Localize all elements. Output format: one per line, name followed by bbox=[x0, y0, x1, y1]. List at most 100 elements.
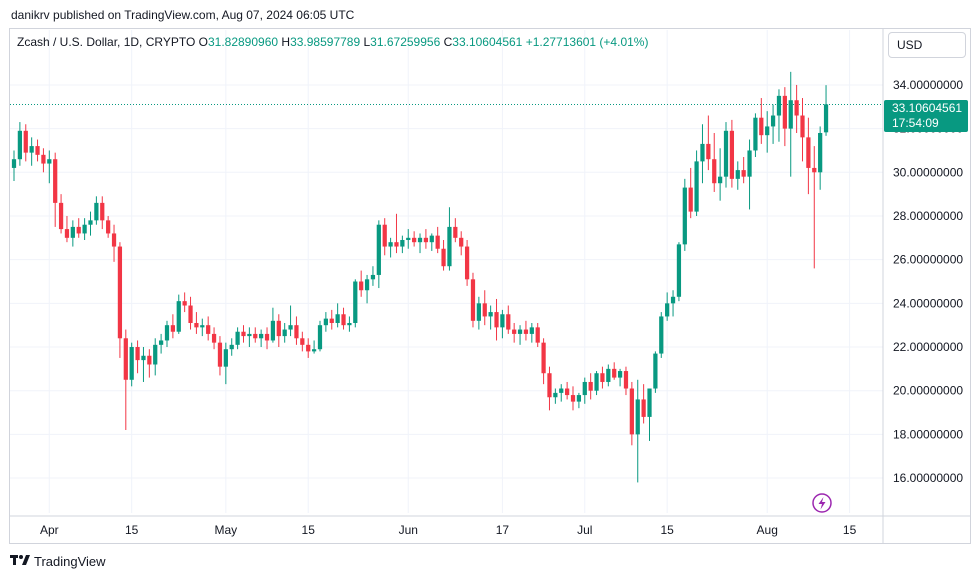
x-tick-label: May bbox=[215, 523, 238, 537]
candle-body bbox=[729, 130, 735, 179]
candle-body bbox=[606, 368, 611, 382]
candle-body bbox=[459, 237, 464, 247]
candle-body bbox=[741, 170, 746, 177]
candle-body bbox=[223, 349, 228, 367]
candle-body bbox=[565, 388, 570, 396]
candle-body bbox=[441, 248, 446, 267]
candle-body bbox=[665, 303, 670, 317]
y-tick-label: 26.00000000 bbox=[893, 253, 963, 267]
candle-body bbox=[570, 395, 576, 402]
x-tick-label: 15 bbox=[302, 523, 316, 537]
candle-body bbox=[694, 161, 699, 212]
candle-body bbox=[641, 399, 646, 417]
candle-body bbox=[412, 237, 417, 243]
candle-body bbox=[329, 318, 334, 323]
candle-body bbox=[188, 305, 193, 323]
close-value: 33.10604561 bbox=[452, 35, 523, 49]
candle-body bbox=[435, 235, 440, 249]
candle-body bbox=[270, 320, 276, 341]
candle-body bbox=[241, 331, 246, 337]
candle-body bbox=[70, 226, 75, 238]
candle-body bbox=[788, 100, 793, 129]
candle-body bbox=[541, 342, 546, 374]
x-tick-label: 15 bbox=[843, 523, 857, 537]
footer-brand[interactable]: TradingView bbox=[10, 554, 106, 569]
open-value: 31.82890960 bbox=[207, 35, 279, 49]
candle-body bbox=[94, 202, 99, 221]
y-tick-label: 28.00000000 bbox=[893, 209, 963, 223]
y-tick-label: 22.00000000 bbox=[893, 340, 963, 354]
candle-body bbox=[147, 355, 152, 365]
candle-body bbox=[376, 224, 381, 275]
candle-body bbox=[276, 320, 281, 337]
candle-body bbox=[747, 150, 752, 177]
candle-body bbox=[294, 325, 299, 339]
candle-body bbox=[200, 325, 205, 328]
y-tick-label: 34.00000000 bbox=[893, 78, 963, 92]
candle-body bbox=[617, 371, 623, 378]
y-tick-label: 30.00000000 bbox=[893, 165, 963, 179]
candle-body bbox=[206, 325, 211, 334]
candle-body bbox=[182, 301, 187, 306]
candle-body bbox=[770, 115, 776, 127]
candle-body bbox=[582, 381, 587, 396]
change-value: +1.27713601 (+4.01%) bbox=[525, 35, 649, 49]
candle-body bbox=[670, 296, 676, 304]
candle-body bbox=[700, 143, 705, 162]
candle-body bbox=[823, 104, 829, 133]
x-tick-label: 15 bbox=[125, 523, 139, 537]
close-label: C bbox=[443, 35, 453, 49]
candle-body bbox=[494, 312, 499, 328]
candle-body bbox=[806, 137, 811, 168]
candle-body bbox=[653, 353, 658, 389]
y-tick-label: 16.00000000 bbox=[893, 471, 963, 485]
candle-body bbox=[53, 159, 58, 203]
candle-body bbox=[247, 333, 252, 337]
open-label: O bbox=[198, 35, 208, 49]
candle-body bbox=[800, 115, 805, 138]
candle-body bbox=[782, 95, 787, 129]
candle-body bbox=[594, 373, 599, 391]
candle-body bbox=[759, 117, 764, 136]
candle-body bbox=[58, 202, 64, 230]
candle-body bbox=[117, 246, 123, 339]
candle-body bbox=[423, 237, 429, 243]
candle-body bbox=[600, 373, 605, 382]
candle-body bbox=[217, 342, 223, 367]
candle-body bbox=[623, 371, 629, 389]
candle-body bbox=[370, 274, 376, 280]
candle-body bbox=[176, 301, 181, 332]
candle-body bbox=[400, 240, 405, 247]
candle-body bbox=[718, 176, 723, 184]
candle-body bbox=[553, 392, 558, 398]
candle-body bbox=[264, 333, 270, 341]
x-tick-label: 17 bbox=[496, 523, 510, 537]
candle-body bbox=[235, 331, 240, 345]
candle-body bbox=[211, 333, 217, 343]
last-price-value: 33.10604561 bbox=[892, 101, 963, 115]
candle-body bbox=[359, 281, 364, 291]
x-tick-label: Apr bbox=[40, 523, 59, 537]
publisher-line: danikrv published on TradingView.com, Au… bbox=[11, 8, 355, 22]
candle-body bbox=[341, 314, 346, 326]
candle-body bbox=[23, 130, 28, 153]
candle-body bbox=[818, 132, 823, 173]
candle-body bbox=[106, 220, 111, 234]
candle-body bbox=[11, 159, 17, 168]
currency-button[interactable]: USD bbox=[888, 32, 966, 58]
candle-body bbox=[500, 314, 505, 328]
x-tick-label: Aug bbox=[757, 523, 778, 537]
candle-body bbox=[317, 325, 323, 350]
candle-body bbox=[64, 229, 70, 238]
lightning-icon[interactable] bbox=[812, 493, 832, 513]
candle-body bbox=[612, 368, 617, 378]
candle-body bbox=[688, 187, 693, 212]
candle-body bbox=[776, 95, 782, 116]
candle-body bbox=[406, 237, 411, 241]
candle-body bbox=[88, 220, 93, 225]
candle-body bbox=[76, 226, 81, 234]
low-value: 31.67259956 bbox=[370, 35, 441, 49]
x-tick-label: Jun bbox=[399, 523, 418, 537]
symbol-description[interactable]: Zcash / U.S. Dollar, 1D, CRYPTO bbox=[17, 35, 196, 49]
